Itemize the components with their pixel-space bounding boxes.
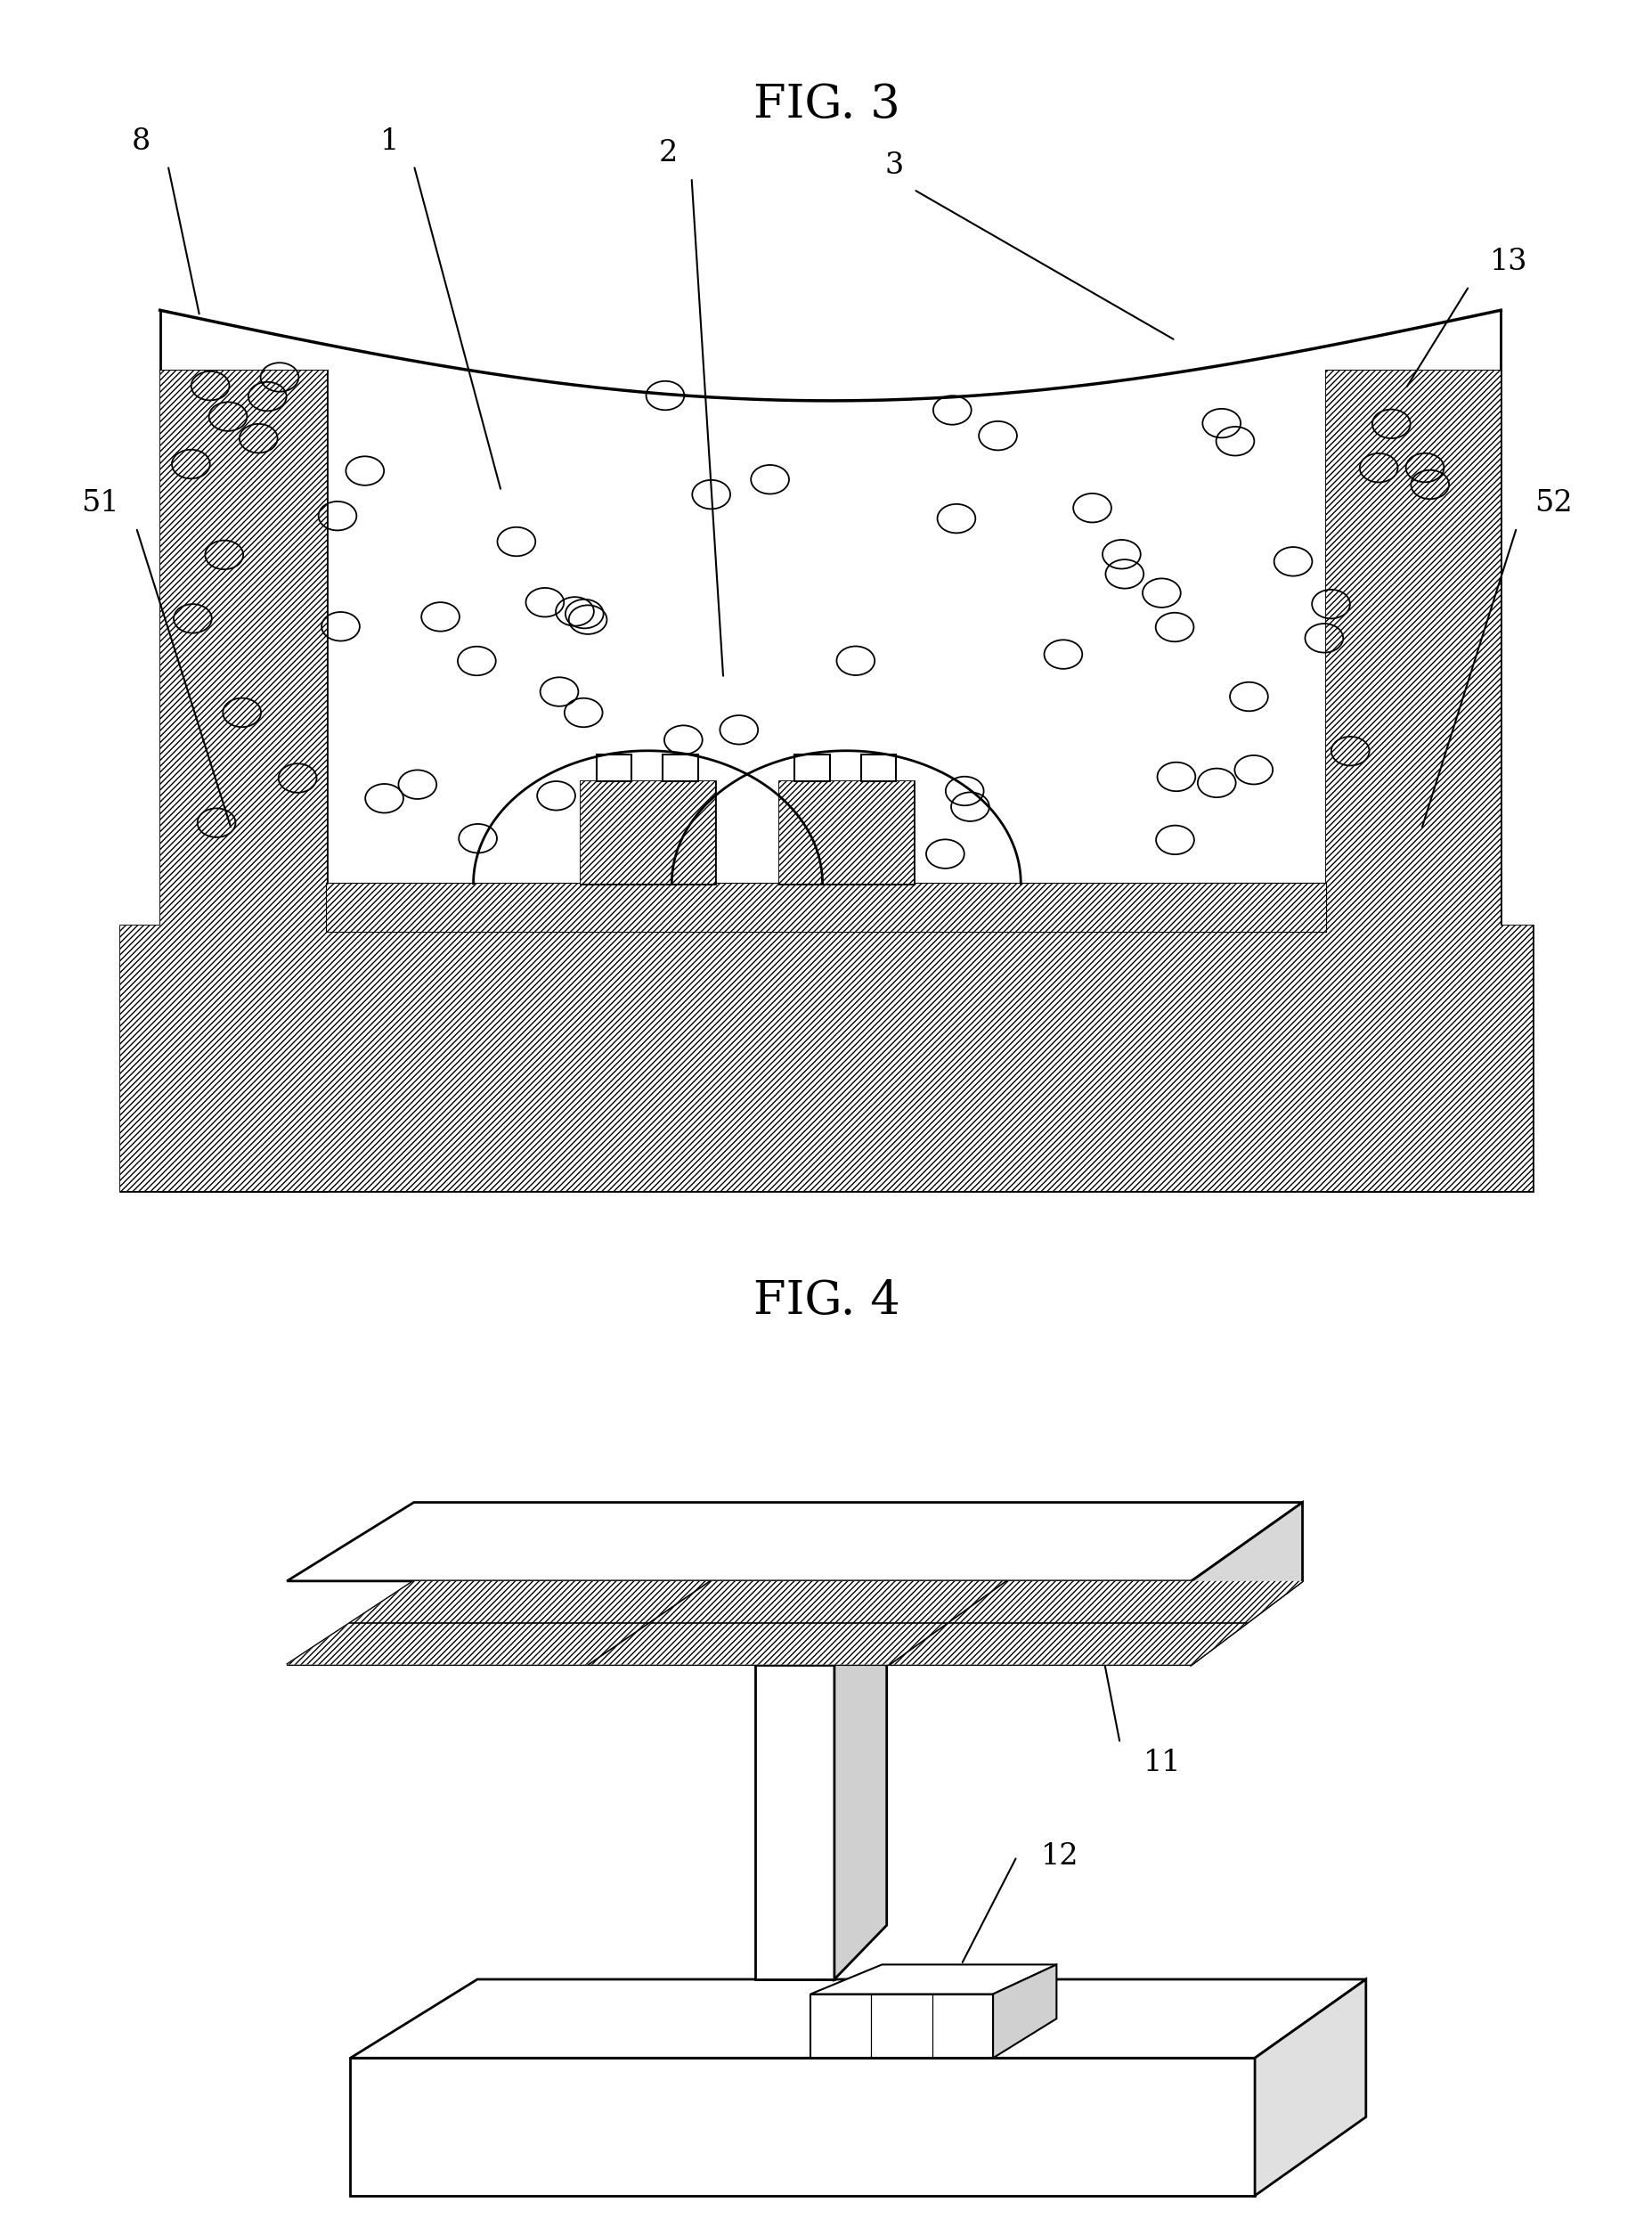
Bar [327, 883, 1325, 932]
Text: 51: 51 [81, 489, 119, 519]
Polygon shape [1325, 925, 1531, 1191]
Polygon shape [993, 1965, 1056, 2058]
Bar [778, 780, 914, 883]
Polygon shape [160, 371, 327, 925]
Polygon shape [809, 1965, 1056, 1994]
Text: 12: 12 [1041, 1842, 1077, 1871]
Polygon shape [287, 1502, 1302, 1580]
Polygon shape [834, 1620, 885, 1980]
Bar [662, 755, 697, 780]
Bar [861, 755, 895, 780]
Polygon shape [287, 1580, 1302, 1665]
Bar [160, 925, 1500, 1191]
Text: FIG. 4: FIG. 4 [753, 1278, 899, 1323]
Text: 52: 52 [1533, 489, 1571, 519]
Polygon shape [160, 371, 327, 925]
Bar [580, 780, 715, 883]
Text: 3: 3 [885, 152, 904, 179]
Polygon shape [1325, 925, 1531, 1191]
Text: 2: 2 [657, 139, 677, 168]
Text: 1: 1 [380, 127, 400, 156]
Polygon shape [350, 1980, 1365, 2058]
Polygon shape [121, 925, 327, 1191]
Bar [580, 780, 715, 883]
Bar [1199, 883, 1325, 932]
Text: 11: 11 [1143, 1748, 1181, 1777]
Text: 13: 13 [1488, 248, 1526, 277]
Polygon shape [287, 1580, 1302, 1665]
Polygon shape [121, 925, 327, 1191]
Bar [160, 925, 1500, 1191]
Polygon shape [1191, 1502, 1302, 1665]
Polygon shape [350, 2058, 1254, 2195]
Bar [327, 883, 1325, 932]
Bar [1199, 883, 1325, 932]
Text: FIG. 3: FIG. 3 [753, 83, 899, 127]
Bar [795, 755, 829, 780]
Text: 8: 8 [132, 127, 150, 156]
Polygon shape [1254, 1980, 1365, 2195]
Polygon shape [1325, 371, 1500, 925]
Bar [596, 755, 631, 780]
Bar [778, 780, 914, 883]
Polygon shape [809, 1994, 993, 2058]
Polygon shape [1325, 371, 1500, 925]
Polygon shape [755, 1665, 834, 1980]
